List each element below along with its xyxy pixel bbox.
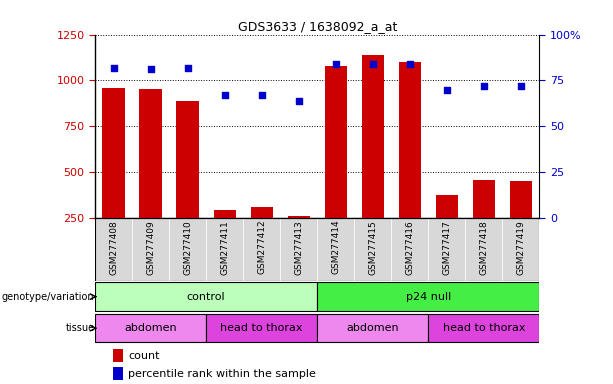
Text: GSM277412: GSM277412 [257, 220, 266, 275]
Text: count: count [128, 351, 160, 361]
Text: GSM277408: GSM277408 [109, 220, 118, 275]
Text: GSM277414: GSM277414 [331, 220, 340, 275]
Text: control: control [187, 291, 226, 302]
Bar [473, 180, 495, 264]
Text: abdomen: abdomen [346, 323, 399, 333]
Bar [325, 66, 347, 264]
Text: GSM277413: GSM277413 [294, 220, 303, 275]
Bar [280, 218, 318, 281]
Text: GSM277417: GSM277417 [443, 220, 451, 275]
Text: GSM277415: GSM277415 [368, 220, 377, 275]
Bar [95, 218, 132, 281]
Bar [318, 283, 539, 311]
Bar [362, 55, 384, 264]
Bar [354, 218, 391, 281]
Point [257, 92, 267, 98]
Title: GDS3633 / 1638092_a_at: GDS3633 / 1638092_a_at [238, 20, 397, 33]
Bar [95, 314, 206, 342]
Text: genotype/variation: genotype/variation [2, 291, 94, 302]
Point [368, 61, 378, 67]
Point [331, 61, 341, 67]
Bar [318, 314, 428, 342]
Bar [503, 218, 539, 281]
Point [109, 65, 118, 71]
Text: tissue: tissue [66, 323, 94, 333]
Point [442, 86, 452, 93]
Point [405, 61, 415, 67]
Bar [251, 207, 273, 264]
Bar [113, 367, 123, 380]
Bar [398, 62, 421, 264]
Bar [436, 195, 458, 264]
Point [516, 83, 526, 89]
Bar [140, 89, 162, 264]
Point [183, 65, 192, 71]
Point [294, 98, 303, 104]
Bar [318, 218, 354, 281]
Bar [177, 101, 199, 264]
Point [479, 83, 489, 89]
Text: head to thorax: head to thorax [221, 323, 303, 333]
Bar [113, 349, 123, 362]
Bar [95, 283, 318, 311]
Text: GSM277411: GSM277411 [220, 220, 229, 275]
Bar [243, 218, 280, 281]
Text: GSM277410: GSM277410 [183, 220, 192, 275]
Text: GSM277416: GSM277416 [405, 220, 414, 275]
Text: percentile rank within the sample: percentile rank within the sample [128, 369, 316, 379]
Bar [287, 216, 310, 264]
Bar [428, 314, 539, 342]
Bar [510, 181, 532, 264]
Bar [169, 218, 206, 281]
Bar [132, 218, 169, 281]
Text: GSM277419: GSM277419 [516, 220, 525, 275]
Point [219, 92, 229, 98]
Bar [391, 218, 428, 281]
Text: GSM277409: GSM277409 [146, 220, 155, 275]
Text: abdomen: abdomen [124, 323, 177, 333]
Bar [213, 210, 236, 264]
Text: head to thorax: head to thorax [443, 323, 525, 333]
Bar [428, 218, 465, 281]
Point [146, 66, 156, 73]
Bar [206, 218, 243, 281]
Bar [206, 314, 318, 342]
Text: GSM277418: GSM277418 [479, 220, 489, 275]
Bar [465, 218, 503, 281]
Bar [102, 88, 124, 264]
Text: p24 null: p24 null [406, 291, 451, 302]
